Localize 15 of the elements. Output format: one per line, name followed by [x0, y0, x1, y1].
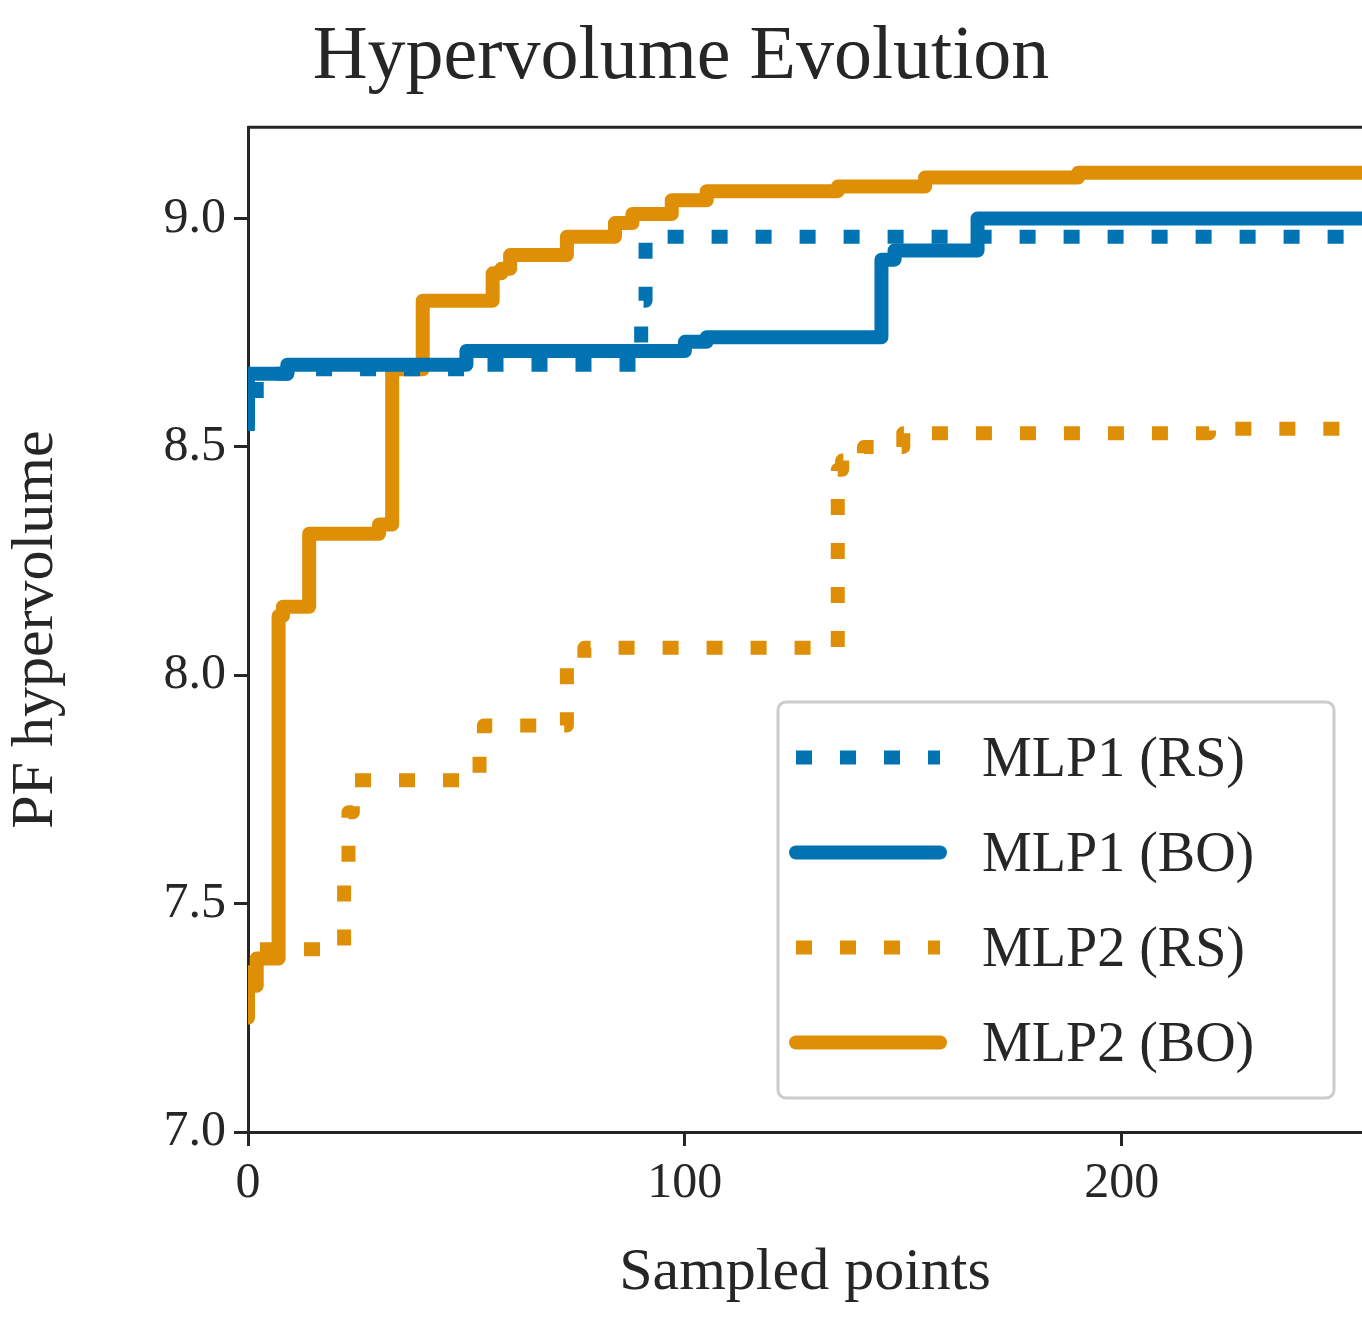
- legend-label: MLP1 (RS): [982, 726, 1245, 790]
- x-axis-title: Sampled points: [619, 1235, 991, 1302]
- y-tick-label: 8.0: [163, 643, 226, 700]
- y-tick-label: 7.0: [163, 1100, 226, 1157]
- y-tick-label: 8.5: [163, 415, 226, 472]
- legend-label: MLP2 (RS): [982, 916, 1245, 980]
- chart-title: Hypervolume Evolution: [312, 9, 1050, 94]
- legend-label: MLP1 (BO): [982, 821, 1255, 885]
- x-tick-label: 0: [235, 1152, 261, 1209]
- x-tick-label: 100: [647, 1152, 723, 1209]
- y-tick-label: 9.0: [163, 186, 226, 243]
- x-tick-label: 200: [1084, 1152, 1160, 1209]
- y-tick-label: 7.5: [163, 871, 226, 928]
- y-axis-title: PF hypervolume: [0, 430, 65, 829]
- legend-label: MLP2 (BO): [982, 1011, 1255, 1075]
